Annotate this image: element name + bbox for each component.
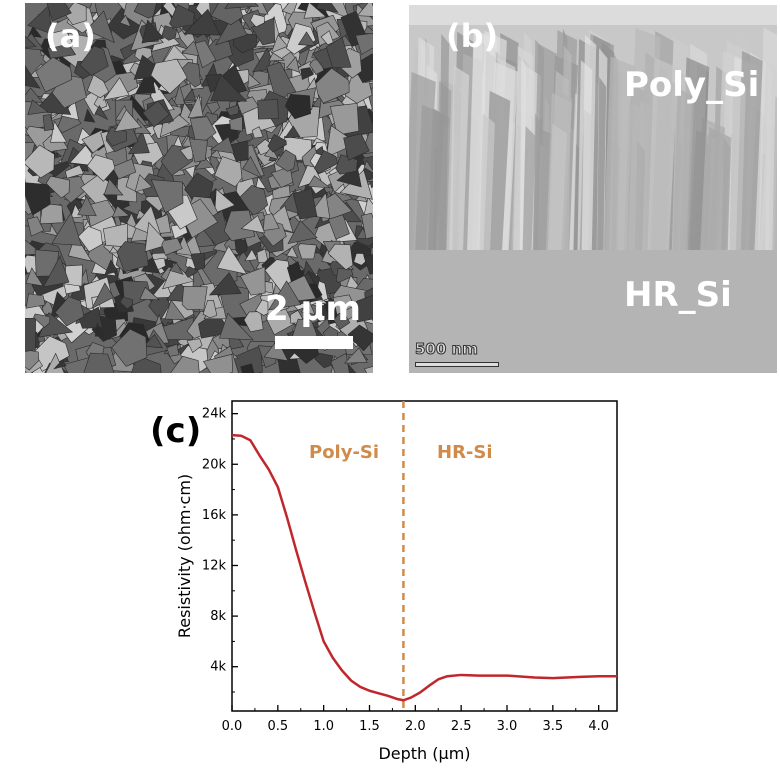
y-tick-label: 20k <box>202 457 227 472</box>
x-tick-label: 3.0 <box>497 719 518 734</box>
resistivity-line <box>231 433 617 702</box>
panel-a-label: (a) <box>45 17 96 55</box>
y-tick-label: 8k <box>210 609 226 624</box>
x-tick-label: 2.0 <box>405 719 426 734</box>
x-tick-label: 1.5 <box>359 719 380 734</box>
sem-top-view-image: (a) 2 µm <box>25 3 373 373</box>
scale-bar <box>415 362 499 367</box>
x-tick-label: 0.5 <box>267 719 288 734</box>
panel-c-label: (c) <box>150 411 201 451</box>
y-tick-label: 12k <box>202 558 227 573</box>
poly-si-label: Poly_Si <box>624 65 760 105</box>
x-axis-label: Depth (µm) <box>378 744 470 763</box>
y-tick-label: 16k <box>202 508 227 523</box>
plot-frame <box>231 400 618 712</box>
panel-b-label: (b) <box>446 17 499 55</box>
cross-section-texture <box>409 5 777 373</box>
resistivity-chart: (c) 0.0 0.5 1.0 1.5 2.0 2.5 3.0 3.5 4.0 4k 8k 12k 16… <box>150 400 618 763</box>
x-tick-label: 2.5 <box>451 719 472 734</box>
y-tick-label: 4k <box>210 660 226 675</box>
x-tick-label: 4.0 <box>588 719 609 734</box>
x-tick-label: 0.0 <box>222 719 243 734</box>
annotation-hr-si: HR-Si <box>437 442 493 463</box>
y-axis-label: Resistivity (ohm·cm) <box>175 474 194 638</box>
x-tick-label: 1.0 <box>313 719 334 734</box>
scale-bar-label: 2 µm <box>265 289 361 329</box>
x-tick-label: 3.5 <box>542 719 563 734</box>
y-tick-label: 24k <box>202 407 227 422</box>
scale-bar-label: 500 nm <box>415 340 479 359</box>
hr-si-label: HR_Si <box>624 275 732 315</box>
tem-cross-section-image: (b) Poly_Si HR_Si 500 nm <box>409 5 777 373</box>
grain-texture <box>25 3 373 373</box>
scale-bar <box>275 336 353 349</box>
annotation-poly-si: Poly-Si <box>309 442 379 463</box>
